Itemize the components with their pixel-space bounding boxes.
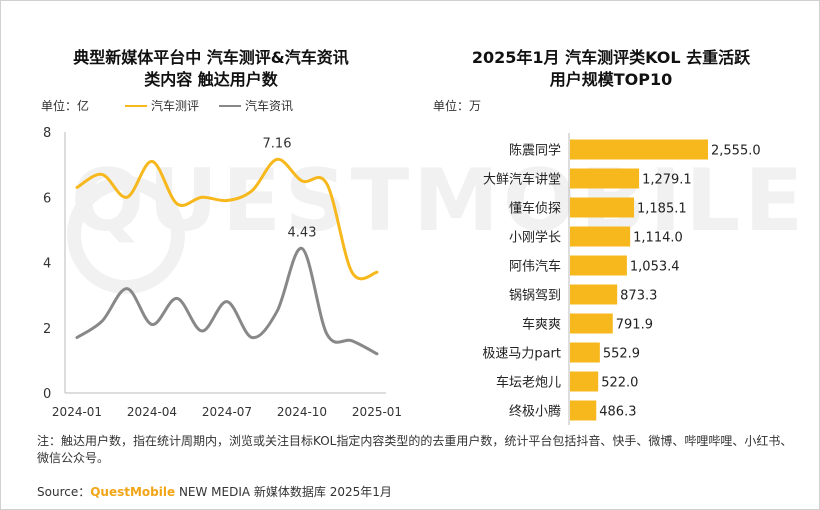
right-chart-title: 2025年1月 汽车测评类KOL 去重活跃 用户规模TOP10 bbox=[441, 47, 781, 91]
bar-category-label: 锅锅驾到 bbox=[509, 288, 561, 304]
bar-category-label: 车爽爽 bbox=[522, 317, 561, 333]
bar bbox=[570, 255, 627, 276]
bar bbox=[570, 226, 631, 247]
right-unit-label: 单位：万 bbox=[433, 99, 482, 113]
bar-category-label: 陈震同学 bbox=[509, 143, 561, 159]
left-y-tick-label: 6 bbox=[43, 191, 51, 206]
bar-category-label: 车坛老炮儿 bbox=[496, 375, 561, 391]
right-title-line2: 用户规模TOP10 bbox=[549, 70, 673, 89]
line-data-label: 7.16 bbox=[263, 136, 292, 151]
line-data-label: 4.43 bbox=[288, 225, 317, 240]
bar-category-label: 阿伟汽车 bbox=[509, 259, 561, 275]
bar-category-label: 极速马力part bbox=[482, 347, 561, 362]
bar-value-label: 486.3 bbox=[599, 405, 636, 420]
left-y-tick-label: 0 bbox=[43, 387, 51, 402]
bar-category-label: 懂车侦探 bbox=[509, 201, 561, 217]
bar-value-label: 1,114.0 bbox=[633, 231, 683, 246]
line-series-1 bbox=[75, 157, 379, 281]
legend-swatch-auto-review bbox=[125, 104, 147, 107]
source-brand: QuestMobile bbox=[90, 485, 176, 499]
left-x-tick-label: 2024-07 bbox=[202, 405, 252, 419]
bar bbox=[570, 197, 635, 218]
left-title-line1: 典型新媒体平台中 汽车测评&汽车资讯 bbox=[73, 48, 349, 67]
bar-category-label: 大鲜汽车讲堂 bbox=[483, 172, 561, 188]
bar-value-label: 873.3 bbox=[620, 289, 657, 304]
bar-value-label: 791.9 bbox=[616, 318, 653, 333]
left-unit-label: 单位：亿 bbox=[41, 99, 90, 113]
source-line: Source：QuestMobile NEW MEDIA 新媒体数据库 2025… bbox=[37, 483, 392, 500]
bar bbox=[570, 371, 599, 392]
bar bbox=[570, 313, 613, 334]
line-series-2 bbox=[75, 246, 379, 356]
bar bbox=[570, 168, 640, 189]
bar bbox=[570, 284, 618, 305]
bar bbox=[570, 400, 597, 421]
bar-category-label: 小刚学长 bbox=[509, 230, 561, 246]
bar bbox=[570, 342, 600, 363]
source-prefix: Source： bbox=[37, 485, 91, 499]
left-y-tick-label: 2 bbox=[43, 322, 51, 337]
left-x-tick-label: 2024-04 bbox=[127, 405, 177, 419]
bar-value-label: 1,185.1 bbox=[637, 202, 687, 217]
bar bbox=[570, 139, 708, 160]
left-title-line2: 类内容 触达用户数 bbox=[144, 70, 278, 89]
left-x-tick-label: 2024-01 bbox=[52, 405, 102, 419]
source-suffix: NEW MEDIA 新媒体数据库 2025年1月 bbox=[175, 485, 392, 499]
left-x-tick-label: 2024-10 bbox=[277, 405, 327, 419]
legend-label-auto-news: 汽车资讯 bbox=[245, 99, 294, 113]
right-title-line1: 2025年1月 汽车测评类KOL 去重活跃 bbox=[471, 48, 751, 67]
bar-value-label: 522.0 bbox=[601, 376, 638, 391]
legend-series-1: 汽车测评 bbox=[125, 97, 199, 114]
legend-label-auto-review: 汽车测评 bbox=[151, 99, 200, 113]
bar-value-label: 2,555.0 bbox=[711, 144, 761, 159]
bar-value-label: 1,279.1 bbox=[642, 173, 692, 188]
bar-category-label: 终极小腾 bbox=[509, 404, 561, 420]
legend-series-2: 汽车资讯 bbox=[219, 97, 293, 114]
bar-value-label: 1,053.4 bbox=[630, 260, 680, 275]
bar-value-label: 552.9 bbox=[603, 347, 640, 362]
left-y-tick-label: 8 bbox=[43, 126, 51, 141]
footnote: 注：触达用户数，指在统计周期内，浏览或关注目标KOL指定内容类型的的去重用户数，… bbox=[37, 434, 793, 465]
left-x-tick-label: 2025-01 bbox=[352, 405, 402, 419]
left-y-tick-label: 4 bbox=[43, 257, 51, 272]
left-chart-title: 典型新媒体平台中 汽车测评&汽车资讯 类内容 触达用户数 bbox=[41, 47, 381, 91]
legend-swatch-auto-news bbox=[219, 104, 241, 107]
